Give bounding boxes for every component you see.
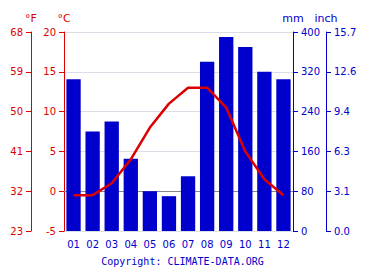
svg-text:12: 12 bbox=[277, 239, 290, 250]
svg-text:03: 03 bbox=[105, 239, 118, 250]
svg-text:0: 0 bbox=[301, 226, 307, 237]
svg-text:10: 10 bbox=[43, 106, 56, 117]
svg-text:160: 160 bbox=[301, 146, 320, 157]
svg-text:15: 15 bbox=[43, 66, 56, 77]
svg-text:Copyright: CLIMATE-DATA.ORG: Copyright: CLIMATE-DATA.ORG bbox=[101, 256, 264, 267]
svg-text:11: 11 bbox=[258, 239, 271, 250]
svg-text:9.4: 9.4 bbox=[334, 106, 350, 117]
svg-text:0.0: 0.0 bbox=[334, 226, 350, 237]
svg-text:240: 240 bbox=[301, 106, 320, 117]
svg-text:68: 68 bbox=[10, 27, 23, 38]
svg-text:15.7: 15.7 bbox=[334, 27, 356, 38]
svg-text:mm: mm bbox=[282, 12, 303, 25]
svg-text:3.1: 3.1 bbox=[334, 186, 350, 197]
svg-text:-5: -5 bbox=[46, 226, 56, 237]
svg-text:20: 20 bbox=[43, 27, 56, 38]
svg-text:32: 32 bbox=[10, 186, 23, 197]
svg-text:°C: °C bbox=[57, 12, 71, 25]
svg-text:320: 320 bbox=[301, 66, 320, 77]
svg-text:01: 01 bbox=[67, 239, 80, 250]
svg-text:0: 0 bbox=[50, 186, 56, 197]
svg-text:05: 05 bbox=[144, 239, 157, 250]
svg-text:12.6: 12.6 bbox=[334, 66, 356, 77]
svg-text:°F: °F bbox=[25, 12, 37, 25]
svg-text:50: 50 bbox=[10, 106, 23, 117]
svg-text:04: 04 bbox=[124, 239, 137, 250]
svg-text:6.3: 6.3 bbox=[334, 146, 350, 157]
svg-text:07: 07 bbox=[182, 239, 195, 250]
svg-text:80: 80 bbox=[301, 186, 314, 197]
svg-text:06: 06 bbox=[163, 239, 176, 250]
svg-text:59: 59 bbox=[10, 66, 23, 77]
svg-text:08: 08 bbox=[201, 239, 214, 250]
svg-text:09: 09 bbox=[220, 239, 233, 250]
svg-text:23: 23 bbox=[10, 226, 23, 237]
svg-text:02: 02 bbox=[86, 239, 99, 250]
svg-text:inch: inch bbox=[314, 12, 337, 25]
svg-text:10: 10 bbox=[239, 239, 252, 250]
svg-text:41: 41 bbox=[10, 146, 23, 157]
svg-text:5: 5 bbox=[50, 146, 56, 157]
svg-text:400: 400 bbox=[301, 27, 320, 38]
